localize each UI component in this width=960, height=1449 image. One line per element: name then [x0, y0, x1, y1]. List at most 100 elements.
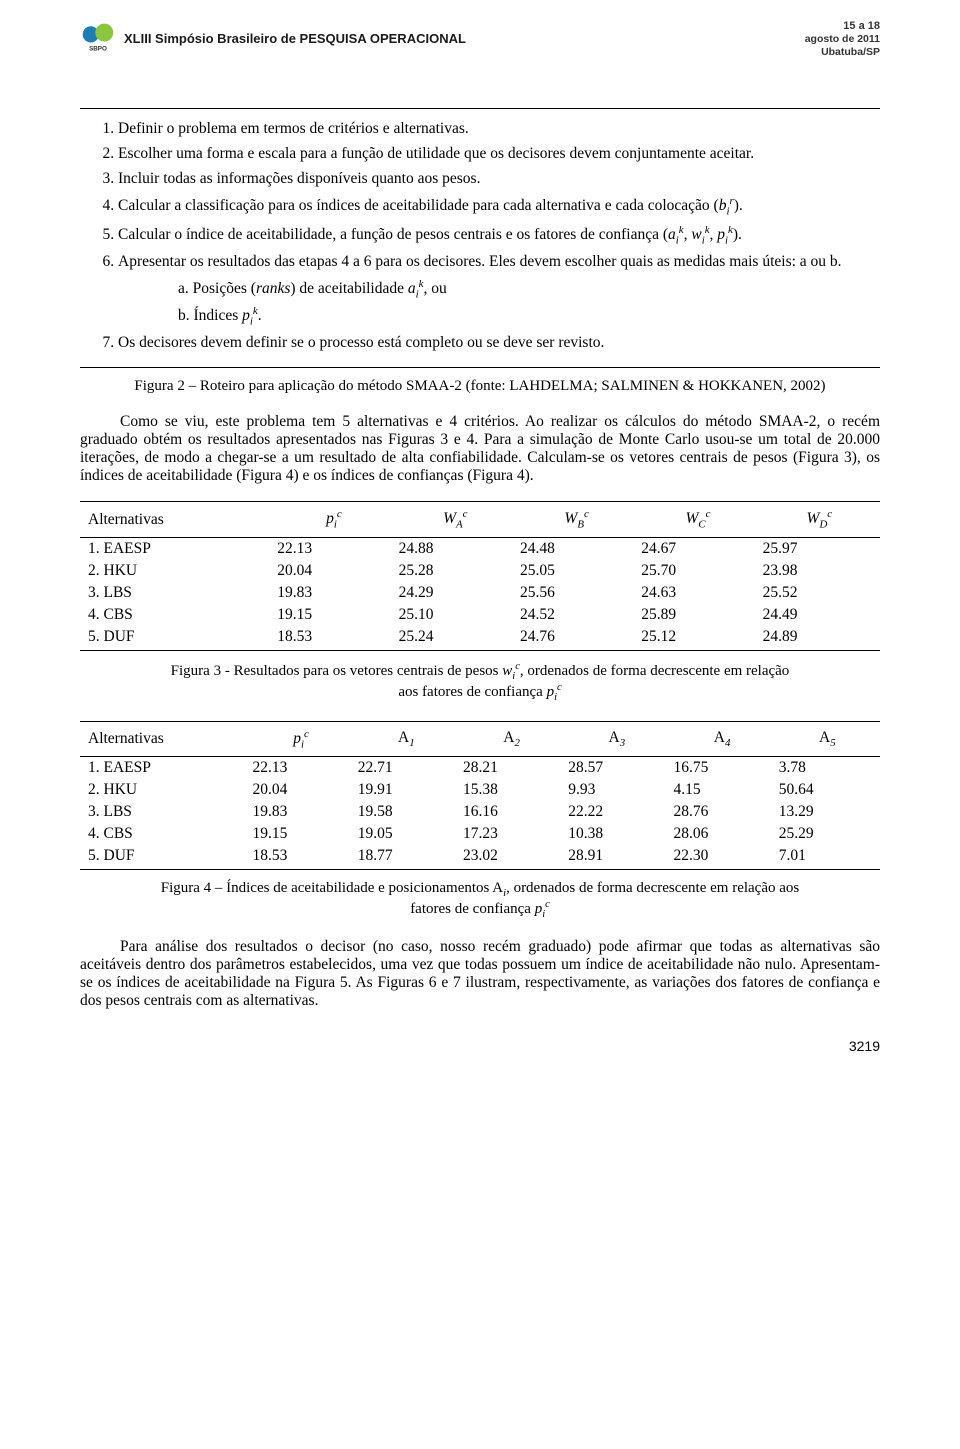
table-cell: 25.56: [516, 582, 637, 604]
table-cell: 24.63: [637, 582, 758, 604]
table-cell: 22.71: [354, 756, 459, 779]
table-cell: 25.70: [637, 560, 758, 582]
table-cell: 13.29: [775, 801, 880, 823]
table-row: 5. DUF18.5325.2424.7625.1224.89: [80, 626, 880, 648]
table-row: 1. EAESP22.1322.7128.2128.5716.753.78: [80, 756, 880, 779]
table-cell: 23.98: [759, 560, 880, 582]
table-cell: 25.28: [395, 560, 516, 582]
table-cell: 1. EAESP: [80, 537, 273, 560]
table-cell: 1. EAESP: [80, 756, 248, 779]
col-header: WAc: [395, 502, 516, 537]
table-cell: 20.04: [248, 779, 353, 801]
table-cell: 25.10: [395, 604, 516, 626]
header-month-year: agosto de 2011: [805, 33, 880, 46]
table-cell: 50.64: [775, 779, 880, 801]
header-location: Ubatuba/SP: [805, 46, 880, 59]
table-cell: 24.48: [516, 537, 637, 560]
table-cell: 18.53: [273, 626, 394, 648]
header-right: 15 a 18 agosto de 2011 Ubatuba/SP: [805, 20, 880, 58]
table-cell: 3. LBS: [80, 582, 273, 604]
table-row: 2. HKU20.0419.9115.389.934.1550.64: [80, 779, 880, 801]
table-cell: 19.15: [273, 604, 394, 626]
table-cell: 4.15: [669, 779, 774, 801]
procedure-item: Escolher uma forma e escala para a funçã…: [118, 144, 880, 165]
table-cell: 2. HKU: [80, 779, 248, 801]
table-cell: 15.38: [459, 779, 564, 801]
sbpo-logo-icon: SBPO: [80, 20, 116, 56]
table-cell: 4. CBS: [80, 823, 248, 845]
table-cell: 28.57: [564, 756, 669, 779]
table-cell: 24.29: [395, 582, 516, 604]
table-cell: 24.49: [759, 604, 880, 626]
table-cell: 17.23: [459, 823, 564, 845]
procedure-item: Incluir todas as informações disponíveis…: [118, 169, 880, 190]
table-cell: 24.67: [637, 537, 758, 560]
procedure-box: Definir o problema em termos de critério…: [80, 108, 880, 368]
col-header: A1: [354, 721, 459, 756]
table-row: 2. HKU20.0425.2825.0525.7023.98: [80, 560, 880, 582]
svg-text:SBPO: SBPO: [89, 46, 107, 53]
table-cell: 2. HKU: [80, 560, 273, 582]
procedure-subitem: Índices pik.: [178, 304, 880, 329]
procedure-subitem: Posições (ranks) de aceitabilidade aik, …: [178, 277, 880, 302]
paragraph-1: Como se viu, este problema tem 5 alterna…: [80, 413, 880, 485]
col-header: A3: [564, 721, 669, 756]
col-header: WCc: [637, 502, 758, 537]
procedure-item: Os decisores devem definir se o processo…: [118, 333, 880, 354]
table-cell: 28.91: [564, 845, 669, 867]
table-cell: 19.15: [248, 823, 353, 845]
table-body: 1. EAESP22.1324.8824.4824.6725.972. HKU2…: [80, 537, 880, 648]
procedure-item: Apresentar os resultados das etapas 4 a …: [118, 252, 880, 329]
table-rule: [80, 869, 880, 870]
table-row: 1. EAESP22.1324.8824.4824.6725.97: [80, 537, 880, 560]
table-row: 3. LBS19.8319.5816.1622.2228.7613.29: [80, 801, 880, 823]
table-cell: 25.29: [775, 823, 880, 845]
table-cell: 22.13: [248, 756, 353, 779]
table-cell: 5. DUF: [80, 845, 248, 867]
table-cell: 18.77: [354, 845, 459, 867]
table-cell: 16.75: [669, 756, 774, 779]
table-figura3: Alternativas pic WAc WBc WCc WDc 1. EAES…: [80, 501, 880, 647]
table-cell: 10.38: [564, 823, 669, 845]
procedure-list: Definir o problema em termos de critério…: [80, 119, 880, 353]
page: SBPO XLIII Simpósio Brasileiro de PESQUI…: [0, 0, 960, 1066]
table-body: 1. EAESP22.1322.7128.2128.5716.753.782. …: [80, 756, 880, 867]
table-cell: 22.30: [669, 845, 774, 867]
procedure-sublist: Posições (ranks) de aceitabilidade aik, …: [118, 277, 880, 329]
procedure-item: Definir o problema em termos de critério…: [118, 119, 880, 140]
table-cell: 9.93: [564, 779, 669, 801]
col-header: WDc: [759, 502, 880, 537]
procedure-item: Calcular a classificação para os índices…: [118, 194, 880, 219]
header-dates: 15 a 18: [805, 20, 880, 33]
col-header: pic: [273, 502, 394, 537]
table-cell: 3. LBS: [80, 801, 248, 823]
header-left: SBPO XLIII Simpósio Brasileiro de PESQUI…: [80, 20, 466, 56]
table-cell: 19.83: [273, 582, 394, 604]
page-number: 3219: [849, 1038, 880, 1054]
table-cell: 25.24: [395, 626, 516, 648]
col-header: A5: [775, 721, 880, 756]
table-cell: 24.88: [395, 537, 516, 560]
table-cell: 19.91: [354, 779, 459, 801]
col-header: pic: [248, 721, 353, 756]
figure3-caption: Figura 3 - Resultados para os vetores ce…: [80, 661, 880, 703]
col-header: A4: [669, 721, 774, 756]
table-row: 5. DUF18.5318.7723.0228.9122.307.01: [80, 845, 880, 867]
table-cell: 23.02: [459, 845, 564, 867]
col-header: A2: [459, 721, 564, 756]
table-cell: 5. DUF: [80, 626, 273, 648]
table-row: 3. LBS19.8324.2925.5624.6325.52: [80, 582, 880, 604]
table-row: 4. CBS19.1525.1024.5225.8924.49: [80, 604, 880, 626]
table-rule: [80, 650, 880, 651]
table-cell: 24.76: [516, 626, 637, 648]
table-cell: 3.78: [775, 756, 880, 779]
page-header: SBPO XLIII Simpósio Brasileiro de PESQUI…: [80, 20, 880, 58]
col-header: Alternativas: [80, 502, 273, 537]
procedure-item: Calcular o índice de aceitabilidade, a f…: [118, 223, 880, 248]
figure2-caption: Figura 2 – Roteiro para aplicação do mét…: [80, 378, 880, 395]
table-figura4: Alternativas pic A1 A2 A3 A4 A5 1. EAESP…: [80, 721, 880, 867]
table-cell: 16.16: [459, 801, 564, 823]
table-cell: 18.53: [248, 845, 353, 867]
table-cell: 24.52: [516, 604, 637, 626]
table-cell: 19.05: [354, 823, 459, 845]
